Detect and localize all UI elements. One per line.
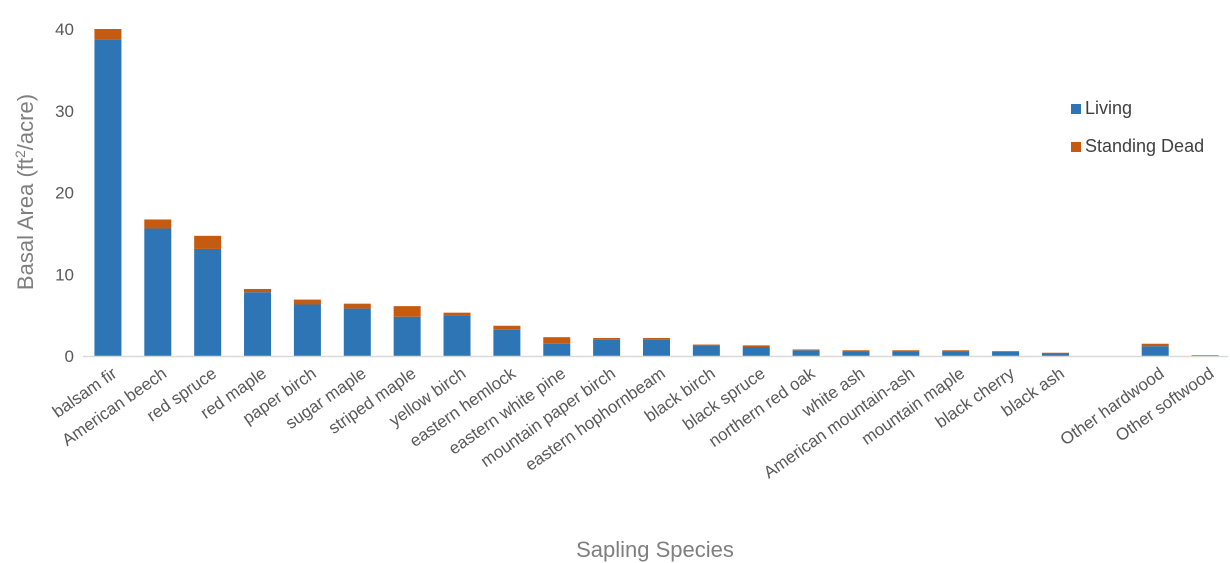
- bar-standing-dead: [1141, 343, 1169, 347]
- y-axis-title: Basal Area (ft2/acre): [12, 94, 38, 290]
- bar-living: [593, 339, 621, 356]
- bar-living: [643, 339, 670, 356]
- bar-living: [144, 228, 172, 356]
- bar-living: [293, 304, 321, 356]
- bar-living: [543, 343, 571, 356]
- bar-living: [992, 351, 1020, 356]
- y-axis-title-main: Basal Area (ft: [13, 158, 38, 290]
- bar-living: [842, 351, 870, 356]
- bar-living: [194, 248, 222, 356]
- bar-standing-dead: [393, 306, 421, 317]
- y-tick-label: 0: [65, 347, 74, 366]
- bar-standing-dead: [343, 303, 371, 309]
- bar-standing-dead: [194, 235, 222, 249]
- bar-living: [692, 345, 720, 356]
- bar-standing-dead: [992, 351, 1020, 352]
- bar-standing-dead: [1041, 352, 1069, 354]
- bar-standing-dead: [543, 337, 571, 344]
- bar-living: [1141, 346, 1169, 356]
- bar-living: [343, 308, 371, 356]
- y-axis-title-unit: /acre): [13, 94, 38, 150]
- bar-standing-dead: [493, 325, 521, 330]
- bar-standing-dead: [792, 349, 820, 351]
- y-axis-ticks: 0 10 20 30 40: [55, 20, 74, 366]
- bar-living: [742, 347, 770, 356]
- bar-living: [1041, 353, 1069, 356]
- bar-standing-dead: [742, 345, 770, 348]
- bar-standing-dead: [892, 350, 920, 352]
- bar-living: [443, 315, 471, 356]
- bar-standing-dead: [293, 299, 321, 305]
- bar-living: [94, 39, 122, 356]
- y-tick-label: 40: [55, 20, 74, 39]
- y-tick-label: 10: [55, 265, 74, 284]
- legend-swatch: [1071, 104, 1081, 114]
- bars: [94, 29, 1219, 356]
- y-tick-label: 30: [55, 102, 74, 121]
- y-tick-label: 20: [55, 184, 74, 203]
- legend: Living Standing Dead: [1071, 98, 1204, 156]
- bar-standing-dead: [94, 29, 122, 40]
- bar-standing-dead: [244, 288, 272, 293]
- bar-living: [1191, 355, 1219, 356]
- bar-living: [493, 329, 521, 356]
- bar-standing-dead: [692, 344, 720, 346]
- x-axis-title: Sapling Species: [576, 537, 734, 562]
- bar-standing-dead: [144, 219, 172, 229]
- bar-standing-dead: [942, 350, 970, 352]
- bar-living: [892, 351, 920, 356]
- legend-label: Living: [1085, 98, 1132, 118]
- bar-living: [244, 292, 272, 356]
- bar-living: [942, 351, 970, 356]
- bar-standing-dead: [593, 338, 621, 340]
- legend-swatch: [1071, 142, 1081, 152]
- legend-label: Standing Dead: [1085, 136, 1204, 156]
- bar-standing-dead: [842, 350, 870, 352]
- bar-living: [393, 316, 421, 356]
- bar-standing-dead: [643, 338, 670, 340]
- bar-standing-dead: [443, 312, 471, 316]
- y-axis-title-superscript: 2: [12, 150, 28, 158]
- bar-living: [792, 350, 820, 356]
